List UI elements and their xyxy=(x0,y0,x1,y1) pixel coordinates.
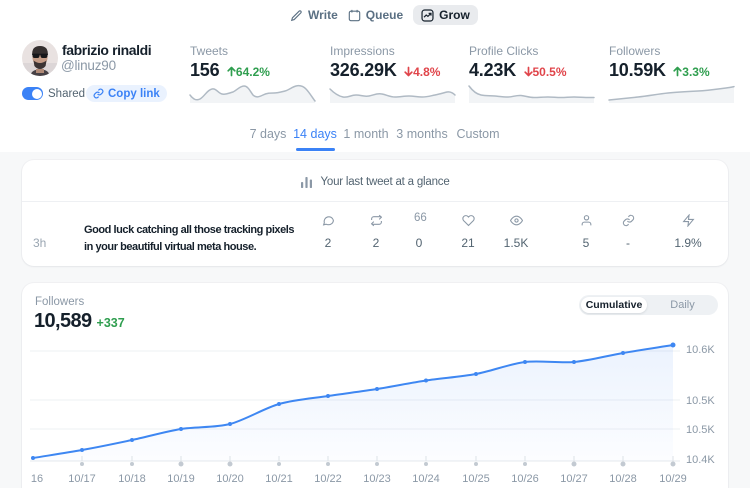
svg-text:10/17: 10/17 xyxy=(68,473,96,485)
svg-text:16: 16 xyxy=(31,473,43,485)
svg-text:10/20: 10/20 xyxy=(216,473,244,485)
svg-text:10/26: 10/26 xyxy=(511,473,539,485)
svg-text:10/18: 10/18 xyxy=(118,473,146,485)
svg-text:10/19: 10/19 xyxy=(167,473,195,485)
svg-text:10/24: 10/24 xyxy=(412,473,440,485)
svg-text:10.5K: 10.5K xyxy=(686,395,715,407)
svg-text:10/23: 10/23 xyxy=(363,473,391,485)
svg-text:10/22: 10/22 xyxy=(314,473,342,485)
svg-text:10/27: 10/27 xyxy=(560,473,588,485)
svg-text:10.4K: 10.4K xyxy=(686,454,715,466)
svg-text:10/25: 10/25 xyxy=(462,473,490,485)
svg-text:10/21: 10/21 xyxy=(265,473,293,485)
svg-text:10/28: 10/28 xyxy=(609,473,637,485)
svg-text:10.5K: 10.5K xyxy=(686,424,715,436)
svg-text:10/29: 10/29 xyxy=(659,473,687,485)
svg-text:10.6K: 10.6K xyxy=(686,344,715,356)
